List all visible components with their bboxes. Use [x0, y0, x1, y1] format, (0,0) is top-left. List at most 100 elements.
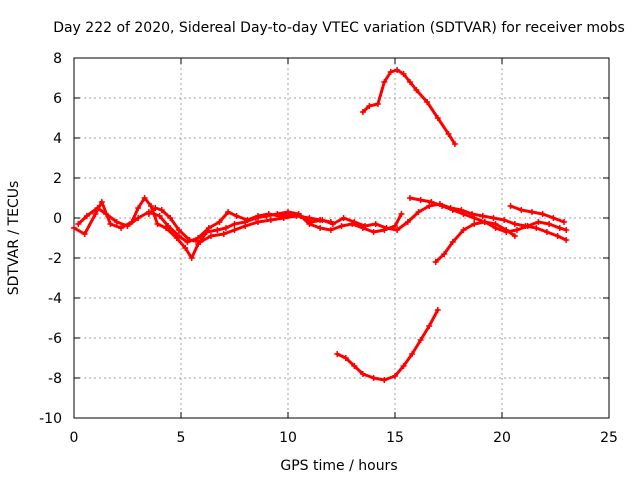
- data-point: [158, 207, 165, 213]
- chart-title: Day 222 of 2020, Sidereal Day-to-day VTE…: [53, 20, 625, 36]
- data-point: [404, 219, 411, 225]
- y-tick-label: -4: [48, 291, 62, 307]
- data-point: [503, 227, 510, 233]
- series-sat-c: [145, 205, 334, 245]
- data-point: [188, 255, 195, 261]
- data-point: [165, 223, 172, 229]
- y-axis-title: SDTVAR / TECUs: [6, 181, 22, 296]
- x-tick-label: 15: [386, 430, 404, 446]
- grid: [74, 58, 609, 418]
- data-point: [513, 227, 520, 233]
- data-point: [186, 237, 193, 243]
- data-point: [83, 213, 90, 219]
- data-point: [481, 219, 488, 225]
- data-point: [242, 223, 249, 229]
- data-point: [413, 87, 420, 93]
- series-line: [361, 68, 457, 146]
- data-point: [231, 221, 238, 227]
- data-point: [561, 219, 568, 225]
- data-point: [543, 229, 550, 235]
- data-point: [424, 99, 431, 105]
- data-point: [524, 223, 531, 229]
- y-tick-label: -6: [48, 331, 62, 347]
- data-point: [293, 213, 300, 219]
- data-point: [511, 233, 518, 239]
- data-point: [417, 197, 424, 203]
- data-point: [451, 141, 458, 147]
- series-sat-b: [75, 201, 570, 245]
- data-point: [394, 227, 401, 233]
- data-point: [563, 227, 570, 233]
- data-point: [107, 221, 114, 227]
- data-point: [533, 225, 540, 231]
- data-point: [175, 233, 182, 239]
- data-point: [383, 225, 390, 231]
- data-point: [81, 231, 88, 237]
- data-point: [195, 235, 202, 241]
- x-tick-label: 25: [600, 430, 618, 446]
- y-tick-label: 2: [53, 171, 62, 187]
- x-tick-label: 10: [279, 430, 297, 446]
- data-point: [460, 227, 467, 233]
- data-point: [439, 203, 446, 209]
- data-point: [374, 101, 381, 107]
- series-line: [408, 196, 568, 234]
- data-point: [511, 221, 518, 227]
- data-point: [381, 79, 388, 85]
- axis-ticks: 0 5 10 15 20 25 -10 -8 -6 -4 -2 0 2 4 6 8: [39, 51, 618, 446]
- data-point: [225, 209, 232, 215]
- data-point: [539, 211, 546, 217]
- data-point: [71, 225, 77, 231]
- data-point: [556, 225, 563, 231]
- data-point: [280, 215, 287, 221]
- data-point: [372, 221, 379, 227]
- data-point: [434, 115, 441, 121]
- data-point: [154, 221, 161, 227]
- data-point: [366, 103, 373, 109]
- data-point: [216, 219, 223, 225]
- data-point: [406, 195, 413, 201]
- data-point: [554, 233, 561, 239]
- data-point: [398, 211, 405, 217]
- data-point: [156, 213, 163, 219]
- data-point: [338, 223, 345, 229]
- data-point: [98, 199, 105, 205]
- data-point: [197, 239, 204, 245]
- data-point: [460, 211, 467, 217]
- data-point: [426, 323, 433, 329]
- data-point: [359, 371, 366, 377]
- series-line: [509, 204, 566, 224]
- data-point: [471, 221, 478, 227]
- data-point: [327, 219, 334, 225]
- data-point: [334, 351, 341, 357]
- series-sat-d: [406, 195, 570, 235]
- data-point: [317, 217, 324, 223]
- data-point: [92, 211, 99, 217]
- data-point: [563, 237, 570, 243]
- data-point: [406, 79, 413, 85]
- x-tick-label: 5: [177, 430, 186, 446]
- data-point: [182, 245, 189, 251]
- data-point: [351, 363, 358, 369]
- data-point: [255, 213, 262, 219]
- data-point: [113, 219, 120, 225]
- data-point: [75, 221, 82, 227]
- x-tick-label: 20: [493, 430, 511, 446]
- data-point: [220, 231, 227, 237]
- data-point: [400, 71, 407, 77]
- data-point: [255, 219, 262, 225]
- data-point: [103, 211, 110, 217]
- data-point: [351, 219, 358, 225]
- data-point: [231, 227, 238, 233]
- data-point: [308, 219, 315, 225]
- data-point: [233, 213, 240, 219]
- data-point: [135, 215, 142, 221]
- data-point: [479, 213, 486, 219]
- data-point: [370, 229, 377, 235]
- data-point: [445, 131, 452, 137]
- series-sat-g: [359, 67, 458, 147]
- y-tick-label: 6: [53, 91, 62, 107]
- data-point: [205, 225, 212, 231]
- data-point: [265, 211, 272, 217]
